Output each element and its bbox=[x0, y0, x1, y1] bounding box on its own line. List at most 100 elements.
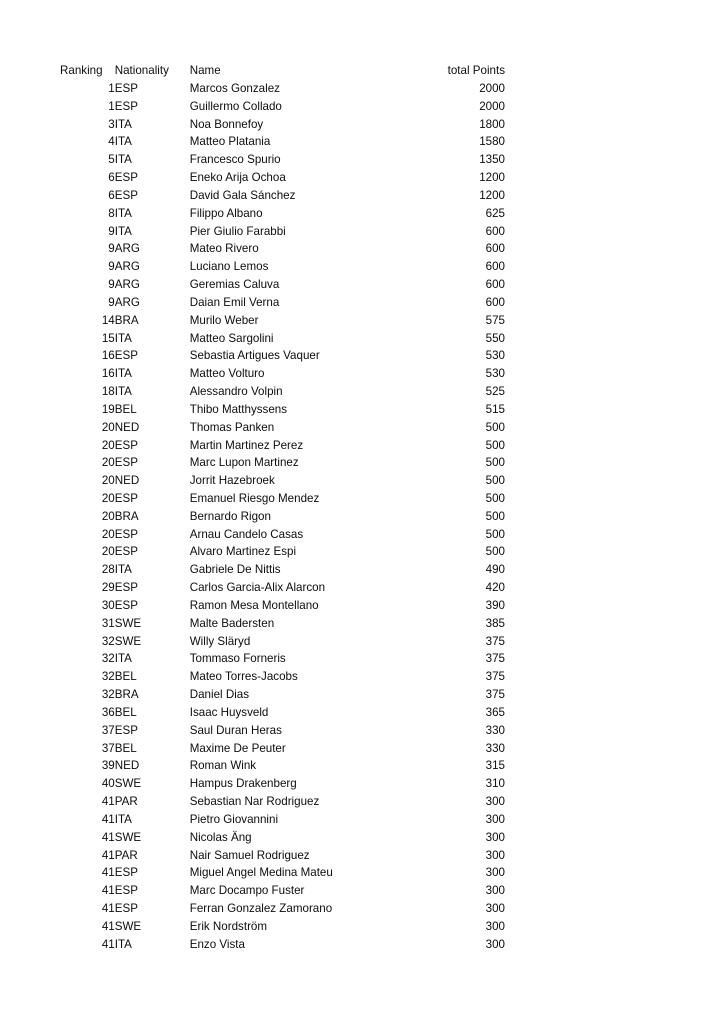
table-row: 20 ESP Alvaro Martinez Espi 500 bbox=[60, 543, 505, 561]
table-row: 37 ESP Saul Duran Heras 330 bbox=[60, 722, 505, 740]
cell-points: 530 bbox=[485, 349, 505, 363]
cell-points: 625 bbox=[485, 206, 505, 220]
column-header-name: Name bbox=[189, 64, 221, 78]
cell-ranking: 41 bbox=[101, 812, 115, 826]
cell-ranking: 9 bbox=[108, 295, 115, 309]
table-row: 20 ESP Martin Martinez Perez 500 bbox=[60, 436, 505, 454]
cell-nationality: BEL bbox=[114, 402, 137, 416]
table-row: 3 ITA Noa Bonnefoy 1800 bbox=[60, 115, 505, 133]
cell-ranking: 31 bbox=[101, 616, 115, 630]
cell-name: Martin Martinez Perez bbox=[189, 438, 304, 452]
cell-name: Arnau Candelo Casas bbox=[189, 527, 304, 541]
cell-ranking: 20 bbox=[101, 509, 115, 523]
cell-nationality: ESP bbox=[114, 99, 138, 113]
cell-ranking: 3 bbox=[108, 117, 115, 131]
cell-points: 1200 bbox=[479, 171, 505, 185]
cell-ranking: 37 bbox=[101, 723, 115, 737]
cell-name: Miguel Angel Medina Mateu bbox=[189, 866, 333, 880]
table-row: 40 SWE Hampus Drakenberg 310 bbox=[60, 775, 505, 793]
table-row: 28 ITA Gabriele De Nittis 490 bbox=[60, 561, 505, 579]
cell-name: Pier Giulio Farabbi bbox=[189, 224, 286, 238]
cell-name: Mateo Torres-Jacobs bbox=[189, 670, 298, 684]
table-body: 1 ESP Marcos Gonzalez 2000 1 ESP Guillermo Col… bbox=[60, 80, 505, 954]
cell-name: Ferran Gonzalez Zamorano bbox=[189, 902, 333, 916]
cell-nationality: BRA bbox=[114, 688, 139, 702]
table-row: 20 BRA Bernardo Rigon 500 bbox=[60, 508, 505, 526]
cell-ranking: 9 bbox=[108, 242, 115, 256]
cell-name: Matteo Platania bbox=[189, 135, 271, 149]
cell-points: 300 bbox=[485, 937, 505, 951]
cell-points: 390 bbox=[485, 598, 505, 612]
cell-nationality: ESP bbox=[114, 581, 138, 595]
cell-nationality: NED bbox=[114, 474, 140, 488]
table-row: 18 ITA Alessandro Volpin 525 bbox=[60, 383, 505, 401]
cell-points: 420 bbox=[485, 581, 505, 595]
cell-name: Mateo Rivero bbox=[189, 242, 259, 256]
cell-points: 490 bbox=[485, 563, 505, 577]
cell-ranking: 32 bbox=[101, 634, 115, 648]
cell-nationality: ESP bbox=[114, 527, 138, 541]
cell-name: Jorrit Hazebroek bbox=[189, 474, 275, 488]
cell-nationality: ITA bbox=[114, 652, 132, 666]
cell-ranking: 20 bbox=[101, 474, 115, 488]
cell-name: Pietro Giovannini bbox=[189, 812, 279, 826]
table-row: 4 ITA Matteo Platania 1580 bbox=[60, 133, 505, 151]
cell-nationality: BEL bbox=[114, 705, 137, 719]
cell-name: Hampus Drakenberg bbox=[189, 777, 297, 791]
cell-ranking: 41 bbox=[101, 884, 115, 898]
cell-nationality: BEL bbox=[114, 670, 137, 684]
cell-nationality: PAR bbox=[114, 795, 138, 809]
cell-name: Willy Släryd bbox=[189, 634, 251, 648]
cell-points: 330 bbox=[485, 723, 505, 737]
cell-name: David Gala Sánchez bbox=[189, 188, 296, 202]
cell-name: Erik Nordström bbox=[189, 919, 268, 933]
cell-ranking: 19 bbox=[101, 402, 115, 416]
cell-nationality: ITA bbox=[114, 135, 132, 149]
cell-nationality: ESP bbox=[114, 866, 138, 880]
cell-nationality: ITA bbox=[114, 331, 132, 345]
cell-name: Nair Samuel Rodriguez bbox=[189, 848, 310, 862]
cell-name: Tommaso Forneris bbox=[189, 652, 286, 666]
cell-points: 500 bbox=[485, 491, 505, 505]
table-row: 5 ITA Francesco Spurio 1350 bbox=[60, 151, 505, 169]
cell-name: Enzo Vista bbox=[189, 937, 245, 951]
cell-points: 365 bbox=[485, 705, 505, 719]
cell-ranking: 41 bbox=[101, 866, 115, 880]
cell-nationality: ITA bbox=[114, 385, 132, 399]
cell-points: 500 bbox=[485, 527, 505, 541]
cell-name: Daniel Dias bbox=[189, 688, 250, 702]
cell-ranking: 9 bbox=[108, 278, 115, 292]
column-header-nationality: Nationality bbox=[114, 64, 169, 78]
cell-nationality: ESP bbox=[114, 349, 138, 363]
table-row: 32 ITA Tommaso Forneris 375 bbox=[60, 650, 505, 668]
cell-points: 600 bbox=[485, 242, 505, 256]
cell-points: 375 bbox=[485, 652, 505, 666]
cell-ranking: 30 bbox=[101, 598, 115, 612]
column-header-ranking: Ranking bbox=[60, 64, 103, 78]
cell-points: 315 bbox=[485, 759, 505, 773]
table-row: 30 ESP Ramon Mesa Montellano 390 bbox=[60, 597, 505, 615]
table-row: 1 ESP Guillermo Collado 2000 bbox=[60, 98, 505, 116]
cell-ranking: 40 bbox=[101, 777, 115, 791]
cell-points: 1350 bbox=[479, 153, 505, 167]
table-row: 37 BEL Maxime De Peuter 330 bbox=[60, 739, 505, 757]
table-row: 20 ESP Marc Lupon Martinez 500 bbox=[60, 454, 505, 472]
cell-ranking: 20 bbox=[101, 438, 115, 452]
cell-ranking: 37 bbox=[101, 741, 115, 755]
cell-name: Murilo Weber bbox=[189, 313, 259, 327]
cell-name: Luciano Lemos bbox=[189, 260, 269, 274]
table-row: 41 PAR Nair Samuel Rodriguez 300 bbox=[60, 846, 505, 864]
cell-ranking: 4 bbox=[108, 135, 115, 149]
cell-nationality: ITA bbox=[114, 563, 132, 577]
table-row: 6 ESP David Gala Sánchez 1200 bbox=[60, 187, 505, 205]
table-row: 41 ESP Miguel Angel Medina Mateu 300 bbox=[60, 864, 505, 882]
cell-nationality: ESP bbox=[114, 598, 138, 612]
cell-points: 300 bbox=[485, 919, 505, 933]
cell-points: 385 bbox=[485, 616, 505, 630]
cell-name: Guillermo Collado bbox=[189, 99, 282, 113]
table-row: 19 BEL Thibo Matthyssens 515 bbox=[60, 401, 505, 419]
cell-nationality: ESP bbox=[114, 884, 138, 898]
cell-name: Alessandro Volpin bbox=[189, 385, 283, 399]
cell-ranking: 14 bbox=[101, 313, 115, 327]
table-row: 14 BRA Murilo Weber 575 bbox=[60, 312, 505, 330]
